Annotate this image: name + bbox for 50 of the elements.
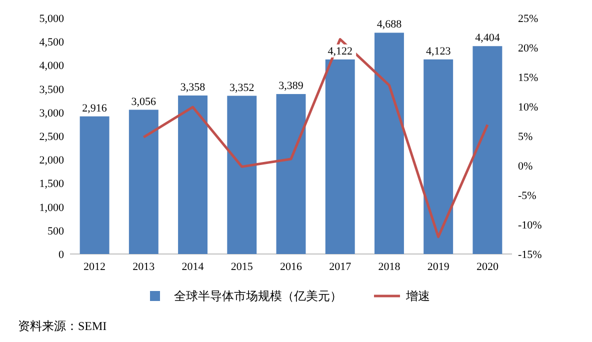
legend-label: 增速 <box>405 289 430 303</box>
bar <box>325 59 355 254</box>
x-tick-label: 2014 <box>182 261 204 273</box>
y-tick-label: 500 <box>48 225 64 238</box>
y2-tick-label: -15% <box>518 249 542 261</box>
bar <box>80 116 110 254</box>
bar <box>276 94 306 254</box>
data-label: 2,916 <box>82 102 108 114</box>
y2-tick-label: 10% <box>518 102 538 114</box>
y-tick-label: 3,500 <box>39 84 64 96</box>
y2-tick-label: -5% <box>518 190 536 202</box>
y-tick-label: 1,500 <box>39 178 64 190</box>
data-label: 4,123 <box>426 45 452 58</box>
bar <box>424 59 454 254</box>
y-tick-label: 5,000 <box>39 13 64 25</box>
data-label: 3,056 <box>131 96 157 108</box>
bar <box>128 110 158 254</box>
x-tick-label: 2016 <box>280 261 302 273</box>
y2-tick-label: 25% <box>518 13 538 25</box>
y2-tick-label: 5% <box>518 131 533 143</box>
x-tick-label: 2018 <box>378 261 401 273</box>
x-tick-label: 2013 <box>132 261 156 273</box>
data-label: 4,122 <box>328 45 352 58</box>
x-tick-label: 2017 <box>329 261 352 273</box>
y-tick-label: 2,000 <box>39 154 64 167</box>
data-label: 3,352 <box>230 82 254 94</box>
y-tick-label: 1,000 <box>39 202 64 214</box>
y-tick-label: 4,500 <box>39 36 64 49</box>
data-label: 4,688 <box>376 18 402 31</box>
y-tick-label: 2,500 <box>39 131 64 143</box>
data-label: 4,404 <box>475 32 500 44</box>
x-tick-label: 2015 <box>230 261 254 273</box>
x-tick-label: 2019 <box>427 261 450 273</box>
y-tick-label: 0 <box>58 249 64 261</box>
data-label: 3,358 <box>180 82 206 94</box>
text: 资料来源：SEMI <box>18 319 107 333</box>
bar <box>472 46 502 254</box>
bar <box>178 96 208 254</box>
legend-label: 全球半导体市场规模（亿美元） <box>174 289 342 303</box>
y-tick-label: 4,000 <box>39 60 64 72</box>
bar <box>374 32 404 254</box>
y2-tick-label: 15% <box>518 72 538 84</box>
y2-tick-label: 0% <box>518 160 533 172</box>
bar <box>227 96 257 254</box>
y2-tick-label: -10% <box>518 220 542 232</box>
data-label: 3,389 <box>278 80 304 92</box>
x-tick-label: 2020 <box>476 261 499 273</box>
y2-tick-label: 20% <box>518 42 538 54</box>
y-tick-label: 3,000 <box>39 107 64 120</box>
x-tick-label: 2012 <box>84 261 106 273</box>
